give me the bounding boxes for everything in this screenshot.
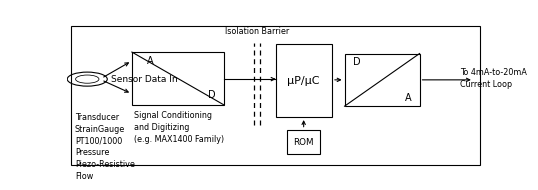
Text: Sensor Data In: Sensor Data In	[111, 75, 178, 84]
Text: μP/μC: μP/μC	[287, 76, 320, 86]
Bar	[276, 44, 332, 117]
Text: To 4mA-to-20mA
Current Loop: To 4mA-to-20mA Current Loop	[460, 68, 527, 89]
Text: A: A	[146, 56, 153, 66]
Bar	[132, 52, 224, 105]
Text: Signal Conditioning
and Digitizing
(e.g. MAX1400 Family): Signal Conditioning and Digitizing (e.g.…	[134, 111, 224, 144]
Text: D: D	[208, 90, 215, 100]
Text: Isolation Barrier: Isolation Barrier	[225, 27, 289, 36]
Text: A: A	[405, 93, 411, 103]
Text: Transducer
StrainGauge
PT100/1000
Pressure
Piezo-Resistive
Flow: Transducer StrainGauge PT100/1000 Pressu…	[75, 113, 134, 181]
Bar	[287, 130, 320, 154]
Bar	[344, 54, 420, 106]
Text: D: D	[353, 57, 360, 67]
Text: ROM: ROM	[293, 138, 314, 146]
